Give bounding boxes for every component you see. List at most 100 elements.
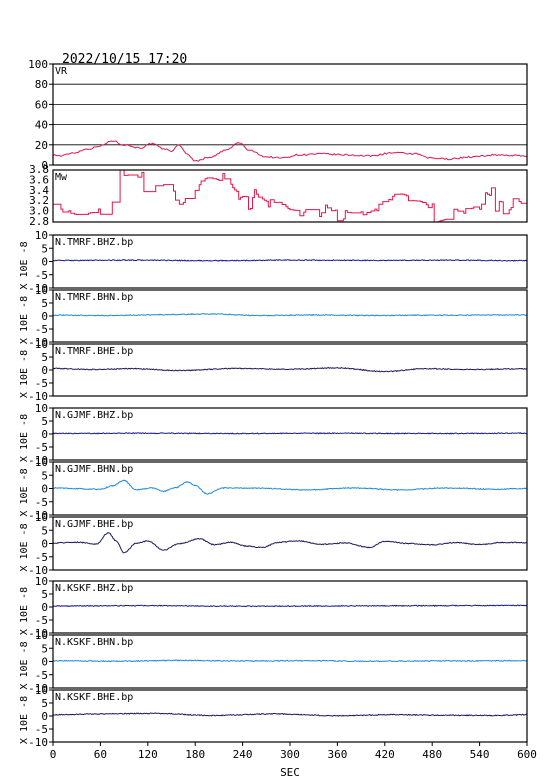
y-tick-label: 100 xyxy=(28,58,48,71)
series-line xyxy=(52,604,528,608)
y-tick-label: 20 xyxy=(35,139,48,152)
y-tick-label: -5 xyxy=(35,377,48,390)
y-tick-label: -10 xyxy=(28,564,48,577)
y-axis-label: X 10E -8 xyxy=(19,523,30,571)
y-tick-label: -10 xyxy=(28,736,48,749)
panel-label: N.KSKF.BHZ.bp xyxy=(55,583,133,594)
y-tick-label: 10 xyxy=(35,684,48,697)
y-tick-label: 5 xyxy=(41,415,48,428)
panel-frame xyxy=(52,63,528,166)
y-tick-label: 5 xyxy=(41,524,48,537)
y-tick-label: -5 xyxy=(35,269,48,282)
y-tick-label: 0 xyxy=(41,310,48,323)
y-tick-label: -10 xyxy=(28,282,48,295)
y-axis-label: X 10E -8 xyxy=(19,296,30,344)
series-line xyxy=(52,479,528,495)
panel-frame xyxy=(52,516,528,571)
y-tick-label: 5 xyxy=(41,588,48,601)
series-line xyxy=(52,140,528,162)
panel-label: N.TMRF.BHE.bp xyxy=(55,346,133,357)
panel-label: N.TMRF.BHN.bp xyxy=(55,292,133,303)
y-tick-label: 3.0 xyxy=(29,205,49,218)
x-tick-label: 600 xyxy=(517,748,537,761)
x-tick-label: 360 xyxy=(327,748,347,761)
x-tick-label: 240 xyxy=(233,748,253,761)
y-tick-label: -5 xyxy=(35,723,48,736)
y-axis-label: X 10E -8 xyxy=(19,468,30,516)
x-tick-label: 0 xyxy=(50,748,57,761)
y-tick-label: 0 xyxy=(41,428,48,441)
x-axis-label: SEC xyxy=(280,766,300,779)
panel-label: N.GJMF.BHN.bp xyxy=(55,464,133,475)
y-tick-label: 10 xyxy=(35,575,48,588)
series-line xyxy=(52,432,527,435)
x-tick-label: 420 xyxy=(375,748,395,761)
panel-frame xyxy=(52,407,528,461)
y-axis-label: X 10E -8 xyxy=(19,241,30,289)
y-axis-label: X 10E -8 xyxy=(19,641,30,689)
y-tick-label: 5 xyxy=(41,469,48,482)
y-tick-label: 3.8 xyxy=(29,163,49,176)
x-tick-label: 540 xyxy=(470,748,490,761)
y-tick-label: -10 xyxy=(28,682,48,695)
series-line xyxy=(52,659,528,663)
series-line xyxy=(52,366,528,373)
panel-label: N.KSKF.BHN.bp xyxy=(55,637,133,648)
y-tick-label: 10 xyxy=(35,402,48,415)
series-line xyxy=(52,532,528,554)
x-axis: 0 60 120 180 240 300 360 420 480 540 600 xyxy=(50,742,537,761)
x-tick-label: 180 xyxy=(185,748,205,761)
x-tick-label: 300 xyxy=(280,748,300,761)
panel-label: VR xyxy=(55,66,68,77)
y-tick-label: -5 xyxy=(35,614,48,627)
y-tick-label: 5 xyxy=(41,697,48,710)
x-tick-label: 120 xyxy=(138,748,158,761)
y-tick-label: 5 xyxy=(41,351,48,364)
series-line xyxy=(52,259,528,262)
y-axis-label: X 10E -8 xyxy=(19,414,30,462)
panel-frame xyxy=(52,234,528,289)
panel: 0 20 40 60 80 100 VR xyxy=(28,58,528,172)
series-line xyxy=(53,712,528,717)
y-tick-label: -10 xyxy=(28,627,48,640)
x-tick-label: 60 xyxy=(94,748,107,761)
y-tick-label: 10 xyxy=(35,229,48,242)
y-tick-label: -10 xyxy=(28,336,48,349)
y-tick-label: 0 xyxy=(41,364,48,377)
y-tick-label: 0 xyxy=(41,256,48,269)
y-tick-label: 10 xyxy=(35,511,48,524)
panel-label: N.KSKF.BHE.bp xyxy=(55,692,133,703)
y-tick-label: -5 xyxy=(35,669,48,682)
y-tick-label: 10 xyxy=(35,456,48,469)
y-tick-label: 0 xyxy=(41,656,48,669)
y-tick-label: 0 xyxy=(41,710,48,723)
x-tick-label: 480 xyxy=(422,748,442,761)
y-tick-label: 3.4 xyxy=(29,184,49,197)
y-tick-label: 60 xyxy=(35,98,48,111)
y-tick-label: 10 xyxy=(35,338,48,351)
panel: 2.83.03.23.43.63.8 Mw xyxy=(29,163,528,228)
y-tick-label: 2.8 xyxy=(29,215,49,228)
y-tick-label: -10 xyxy=(28,509,48,522)
y-tick-label: -10 xyxy=(28,454,48,467)
y-tick-label: -5 xyxy=(35,441,48,454)
y-tick-label: 0 xyxy=(41,538,48,551)
y-tick-label: 40 xyxy=(35,119,48,132)
series-line xyxy=(52,312,528,317)
panel-frame xyxy=(52,461,528,516)
y-tick-label: -10 xyxy=(28,390,48,403)
y-tick-label: 3.2 xyxy=(29,194,49,207)
y-tick-label: -5 xyxy=(35,323,48,336)
panel-label: N.TMRF.BHZ.bp xyxy=(55,237,133,248)
figure-title: 2022/10/15 17:20 xyxy=(62,52,187,67)
y-tick-label: 5 xyxy=(41,297,48,310)
y-tick-label: 5 xyxy=(41,642,48,655)
